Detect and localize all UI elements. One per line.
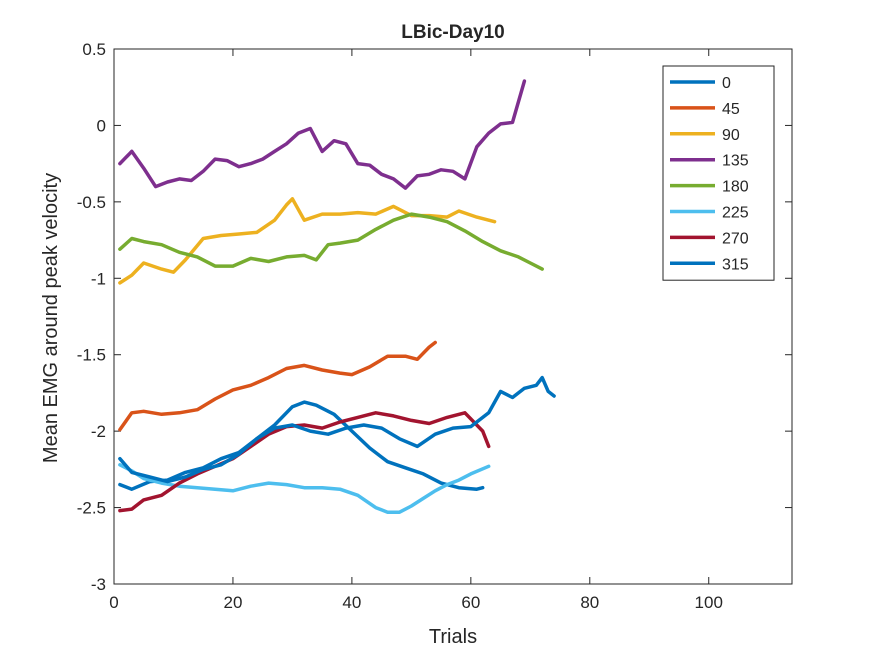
plot-area: 0 20 40 60 80 100 -3 -2.5 -2 -1.5 -1 -0.5 0 0.5 <box>77 40 793 612</box>
legend-label: 225 <box>722 205 749 222</box>
legend-label: 45 <box>722 101 740 118</box>
series-line-315 <box>118 375 556 484</box>
series-line-90 <box>118 197 497 285</box>
legend: 0 45 90 135 180 225 270 315 <box>662 65 775 281</box>
x-tick-label: 60 <box>461 593 480 612</box>
legend-label: 180 <box>722 179 749 196</box>
x-tick-label: 20 <box>223 593 242 612</box>
series-line-225 <box>118 463 491 514</box>
legend-label: 90 <box>722 127 740 144</box>
x-tick-label: 40 <box>342 593 361 612</box>
series-line-135 <box>118 79 527 190</box>
x-tick-label: 100 <box>695 593 723 612</box>
x-tick-label: 0 <box>109 593 118 612</box>
y-axis-label: Mean EMG around peak velocity <box>40 173 62 463</box>
axes-box <box>113 48 793 585</box>
y-tick-label: -1 <box>91 269 106 288</box>
y-tick-label: -0.5 <box>77 193 106 212</box>
chart-title: LBic-Day10 <box>401 22 505 43</box>
x-axis-label: Trials <box>429 626 477 648</box>
legend-box <box>662 65 775 281</box>
legend-label: 315 <box>722 256 749 273</box>
legend-label: 270 <box>722 230 749 247</box>
legend-label: 135 <box>722 153 749 170</box>
y-tick-label: 0.5 <box>82 40 106 59</box>
y-tick-label: -1.5 <box>77 346 106 365</box>
series-line-0 <box>118 400 485 491</box>
legend-label: 0 <box>722 75 731 92</box>
y-tick-label: -2 <box>91 422 106 441</box>
series-line-180 <box>118 212 544 271</box>
y-tick-label: -2.5 <box>77 499 106 518</box>
series-line-45 <box>118 340 437 432</box>
series-line-270 <box>118 411 491 513</box>
x-tick-label: 80 <box>580 593 599 612</box>
y-tick-label: 0 <box>97 116 106 135</box>
y-tick-label: -3 <box>91 575 106 594</box>
